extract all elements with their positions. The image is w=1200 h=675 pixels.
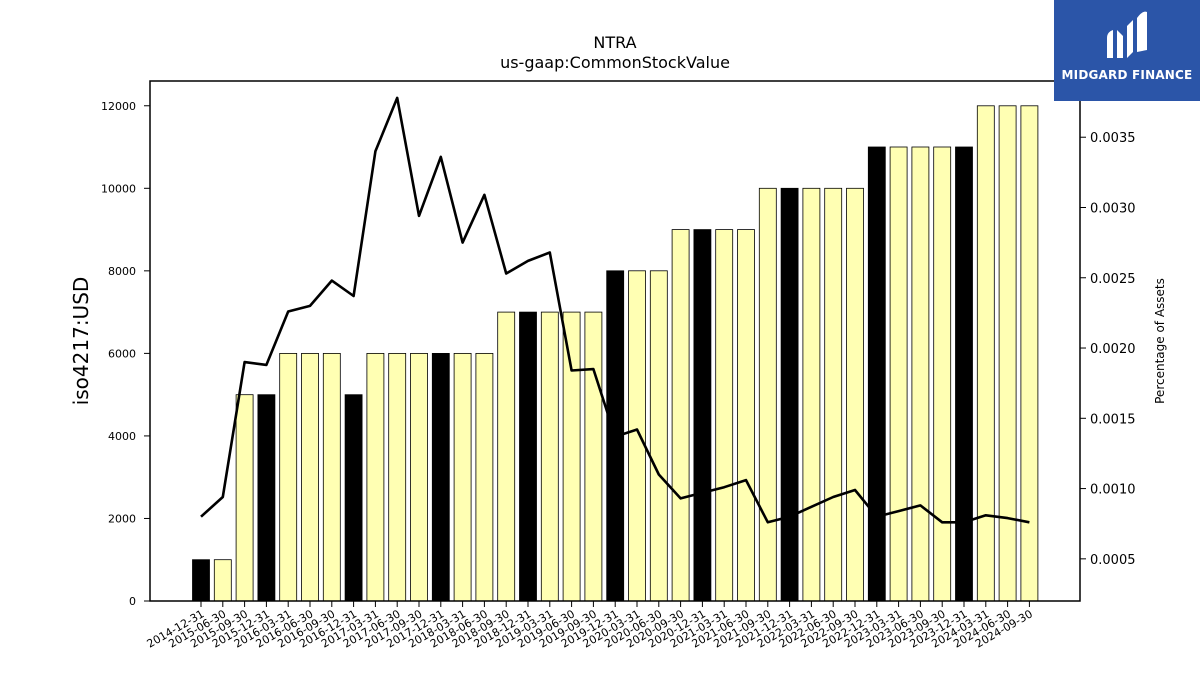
y2-tick-label: 0.0025 (1090, 272, 1136, 287)
y-tick-label: 12000 (101, 100, 136, 113)
y2-tick-label: 0.0005 (1090, 553, 1136, 568)
bar (889, 146, 908, 602)
y-tick-label: 0 (129, 595, 136, 608)
bar (279, 352, 298, 602)
bar (780, 187, 799, 602)
bar (519, 311, 537, 602)
bar (628, 270, 646, 602)
bar (976, 105, 995, 602)
y2-tick-label: 0.0020 (1090, 342, 1136, 357)
bar (1020, 105, 1039, 602)
bar (562, 311, 581, 602)
bar (431, 352, 450, 602)
bar (497, 311, 516, 602)
bars-layer (192, 105, 1039, 602)
bar (410, 352, 428, 602)
y-tick-label: 2000 (108, 512, 136, 525)
bar (475, 352, 494, 602)
bar (192, 559, 210, 602)
midgard-logo-icon (1107, 11, 1147, 58)
bar (911, 146, 930, 602)
bar (257, 394, 276, 602)
bar (322, 352, 341, 602)
bar (955, 146, 973, 602)
series-line (200, 96, 1030, 524)
y2-tick-label: 0.0015 (1090, 412, 1136, 427)
bar (758, 187, 777, 602)
y-axis-label: iso4217:USD (69, 277, 93, 406)
bar (301, 352, 319, 602)
bar (649, 270, 668, 602)
y2-tick-label: 0.0035 (1090, 131, 1136, 146)
brand-logo: MIDGARD FINANCE (1054, 0, 1200, 101)
line-layer (200, 96, 1030, 524)
bar (715, 229, 734, 602)
bar (693, 229, 712, 602)
bar (998, 105, 1017, 602)
bar (540, 311, 559, 602)
chart-title: NTRA (593, 33, 636, 52)
bar (344, 394, 363, 602)
bar (802, 187, 821, 602)
bar (584, 311, 603, 602)
y-tick-label: 10000 (101, 182, 136, 195)
bar (867, 146, 886, 602)
bar (235, 394, 254, 602)
bar (388, 352, 407, 602)
bar (737, 229, 755, 602)
bar (366, 352, 385, 602)
bar (213, 559, 232, 602)
y-tick-label: 8000 (108, 265, 136, 278)
y-tick-label: 4000 (108, 430, 136, 443)
brand-name: MIDGARD FINANCE (1061, 68, 1193, 82)
chart-subtitle: us-gaap:CommonStockValue (500, 53, 730, 72)
bar (453, 352, 472, 602)
axes-layer: 0 2000 4000 6000 8000 10000 12000 0.0005 0.0010 0… (101, 80, 1136, 651)
bar (671, 229, 690, 602)
y-tick-label: 6000 (108, 347, 136, 360)
bar (824, 187, 843, 602)
y2-tick-label: 0.0010 (1090, 483, 1136, 498)
y2-tick-label: 0.0030 (1090, 201, 1136, 216)
bar (846, 187, 864, 602)
y2-axis-label: Percentage of Assets (1153, 278, 1167, 404)
bar (933, 146, 952, 602)
